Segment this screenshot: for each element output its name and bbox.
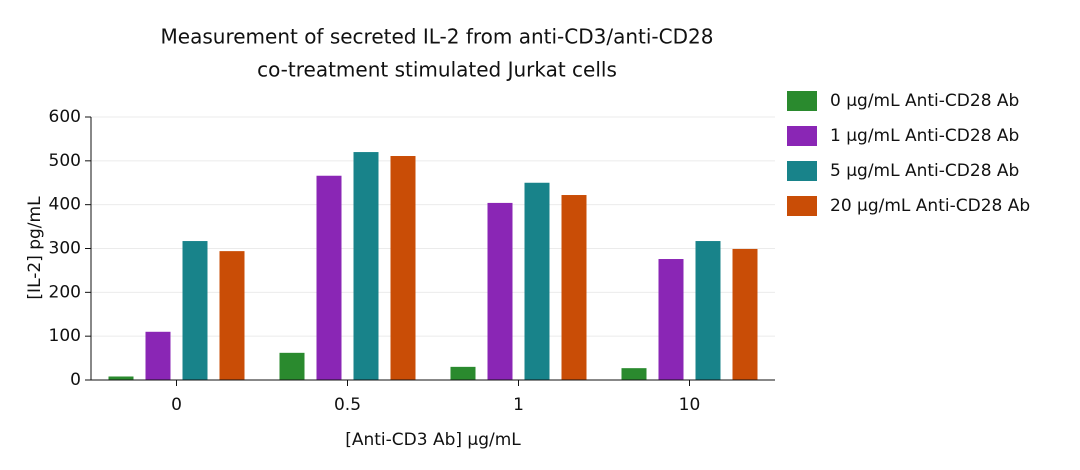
- x-tick-label: 1: [513, 395, 524, 415]
- bar: [145, 331, 171, 380]
- bar: [219, 251, 245, 380]
- bar: [524, 182, 550, 380]
- y-tick-label: 0: [70, 370, 81, 390]
- bar: [390, 156, 416, 380]
- bar: [621, 368, 647, 380]
- y-tick-label: 100: [49, 326, 81, 346]
- bar: [316, 175, 342, 380]
- bar: [108, 376, 134, 380]
- bar: [561, 195, 587, 380]
- x-tick-label: 10: [679, 395, 701, 415]
- legend-label: 1 µg/mL Anti-CD28 Ab: [830, 126, 1019, 146]
- bar: [450, 366, 476, 380]
- legend-swatch: [787, 161, 817, 181]
- y-tick-label: 300: [49, 239, 81, 259]
- bar: [487, 202, 513, 380]
- y-tick-label: 400: [49, 195, 81, 215]
- legend-swatch: [787, 196, 817, 216]
- legend-swatch: [787, 126, 817, 146]
- bar: [279, 352, 305, 380]
- bar: [658, 259, 684, 380]
- legend-swatch: [787, 91, 817, 111]
- bar: [182, 241, 208, 380]
- x-axis-label: [Anti-CD3 Ab] µg/mL: [345, 430, 521, 450]
- legend-label: 0 µg/mL Anti-CD28 Ab: [830, 91, 1019, 111]
- y-tick-label: 500: [49, 151, 81, 171]
- legend-label: 5 µg/mL Anti-CD28 Ab: [830, 161, 1019, 181]
- x-tick-label: 0.5: [334, 395, 361, 415]
- chart-title: co-treatment stimulated Jurkat cells: [257, 58, 617, 82]
- y-tick-label: 600: [49, 107, 81, 127]
- bar: [695, 241, 721, 380]
- legend-label: 20 µg/mL Anti-CD28 Ab: [830, 196, 1030, 216]
- y-tick-label: 200: [49, 282, 81, 302]
- y-axis-label: [IL-2] pg/mL: [25, 196, 45, 300]
- bar: [732, 248, 758, 380]
- chart-title: Measurement of secreted IL-2 from anti-C…: [161, 25, 714, 49]
- x-tick-label: 0: [171, 395, 182, 415]
- bar: [353, 152, 379, 380]
